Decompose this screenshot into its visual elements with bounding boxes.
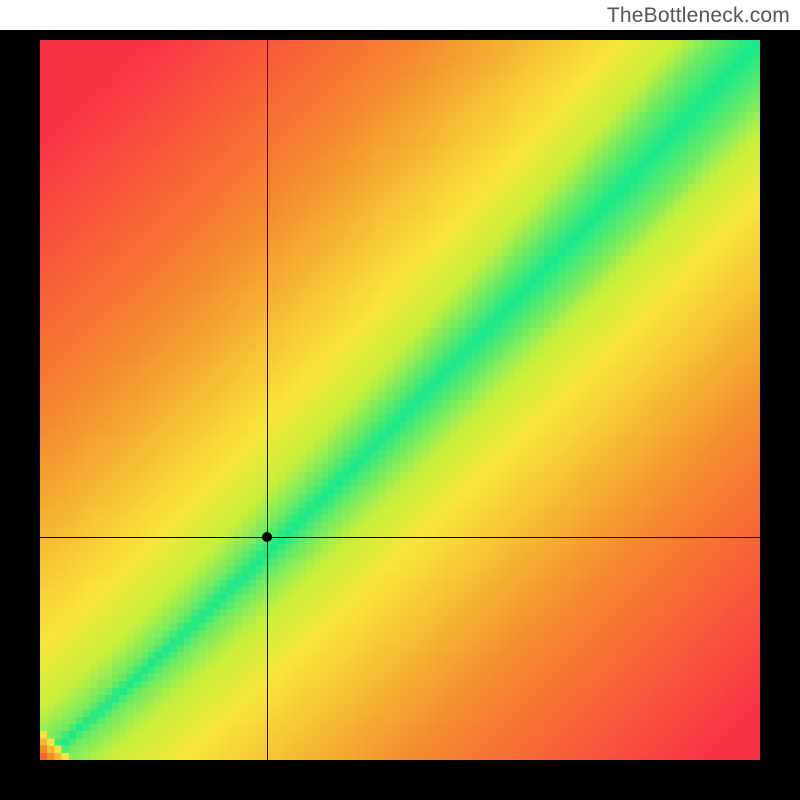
crosshair-horizontal: [40, 537, 760, 538]
heatmap-canvas: [40, 40, 760, 760]
watermark-text: TheBottleneck.com: [607, 4, 790, 28]
chart-outer-frame: [0, 30, 800, 800]
crosshair-vertical: [267, 40, 268, 760]
plot-area: [40, 40, 760, 760]
crosshair-marker-dot: [262, 532, 272, 542]
chart-container: TheBottleneck.com: [0, 0, 800, 800]
